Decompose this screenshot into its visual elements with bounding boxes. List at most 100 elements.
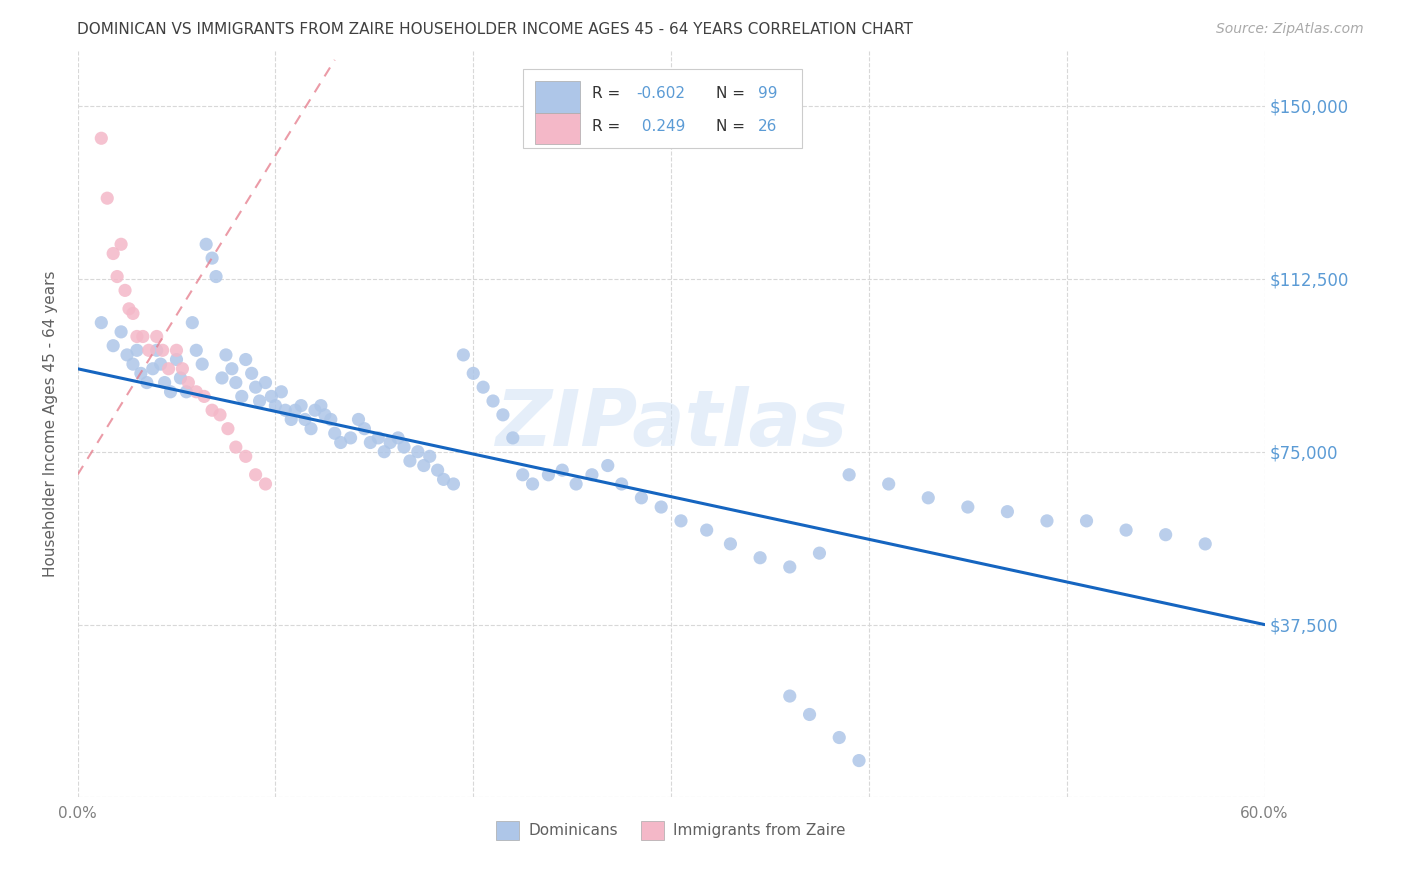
Point xyxy=(426,463,449,477)
Text: 26: 26 xyxy=(758,120,778,135)
Text: 99: 99 xyxy=(758,87,778,102)
FancyBboxPatch shape xyxy=(534,112,579,144)
Point xyxy=(145,329,167,343)
Point xyxy=(299,422,322,436)
Point xyxy=(443,477,465,491)
Point xyxy=(110,325,132,339)
Point xyxy=(399,454,422,468)
Point xyxy=(264,399,287,413)
Point xyxy=(779,689,801,703)
FancyBboxPatch shape xyxy=(523,70,801,148)
Point xyxy=(157,361,180,376)
Point xyxy=(211,371,233,385)
Point xyxy=(153,376,176,390)
Point xyxy=(166,352,188,367)
Point xyxy=(290,399,312,413)
Point xyxy=(808,546,831,560)
Text: N =: N = xyxy=(716,120,749,135)
Point xyxy=(314,408,336,422)
Point xyxy=(105,269,128,284)
Point xyxy=(720,537,742,551)
Point xyxy=(319,412,342,426)
Point xyxy=(125,329,148,343)
Point xyxy=(231,389,253,403)
Point xyxy=(877,477,900,491)
Point xyxy=(392,440,415,454)
Point xyxy=(294,412,316,426)
Point xyxy=(254,376,277,390)
Point xyxy=(90,131,112,145)
Point xyxy=(135,376,157,390)
Point xyxy=(581,467,603,482)
Point xyxy=(172,361,194,376)
Point xyxy=(193,389,215,403)
Point xyxy=(453,348,475,362)
Point xyxy=(630,491,652,505)
Point xyxy=(406,444,429,458)
Point xyxy=(221,361,243,376)
Point xyxy=(145,343,167,358)
Point xyxy=(181,316,204,330)
Point xyxy=(129,367,152,381)
Point xyxy=(378,435,401,450)
Point xyxy=(270,384,292,399)
Point xyxy=(329,435,352,450)
Point xyxy=(304,403,326,417)
Point xyxy=(353,422,375,436)
Point xyxy=(537,467,560,482)
Point xyxy=(309,399,332,413)
Point xyxy=(201,251,224,265)
Point xyxy=(208,408,231,422)
Point xyxy=(245,467,267,482)
Y-axis label: Householder Income Ages 45 - 64 years: Householder Income Ages 45 - 64 years xyxy=(44,271,58,577)
Point xyxy=(118,301,141,316)
Point xyxy=(749,550,772,565)
Point xyxy=(125,343,148,358)
Point xyxy=(110,237,132,252)
Point xyxy=(367,431,389,445)
Point xyxy=(254,477,277,491)
Point xyxy=(186,343,208,358)
Point xyxy=(149,357,172,371)
Point xyxy=(176,384,198,399)
Point xyxy=(215,348,238,362)
Point xyxy=(217,422,239,436)
Point xyxy=(779,560,801,574)
Legend: Dominicans, Immigrants from Zaire: Dominicans, Immigrants from Zaire xyxy=(491,815,852,846)
Point xyxy=(565,477,588,491)
Point xyxy=(522,477,544,491)
Point xyxy=(260,389,283,403)
FancyBboxPatch shape xyxy=(534,81,579,112)
Point xyxy=(696,523,718,537)
Point xyxy=(169,371,191,385)
Text: R =: R = xyxy=(592,120,624,135)
Point xyxy=(115,348,138,362)
Point xyxy=(195,237,218,252)
Point xyxy=(463,367,485,381)
Point xyxy=(280,412,302,426)
Point xyxy=(177,376,200,390)
Point xyxy=(848,754,870,768)
Point xyxy=(512,467,534,482)
Point xyxy=(799,707,821,722)
Text: 0.249: 0.249 xyxy=(637,120,685,135)
Point xyxy=(186,384,208,399)
Point xyxy=(96,191,118,205)
Point xyxy=(1115,523,1137,537)
Point xyxy=(225,376,247,390)
Point xyxy=(132,329,155,343)
Point xyxy=(917,491,939,505)
Point xyxy=(596,458,619,473)
Point xyxy=(101,339,124,353)
Point xyxy=(1076,514,1098,528)
Point xyxy=(225,440,247,454)
Point xyxy=(284,403,307,417)
Point xyxy=(249,394,271,409)
Point xyxy=(323,426,346,441)
Point xyxy=(828,731,851,745)
Text: Source: ZipAtlas.com: Source: ZipAtlas.com xyxy=(1216,22,1364,37)
Point xyxy=(1036,514,1059,528)
Point xyxy=(373,444,395,458)
Point xyxy=(482,394,505,409)
Text: -0.602: -0.602 xyxy=(637,87,686,102)
